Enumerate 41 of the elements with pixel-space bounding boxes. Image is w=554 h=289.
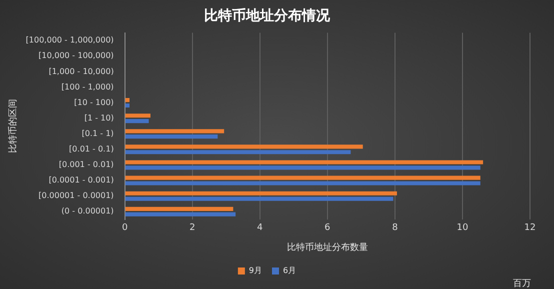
- bar: [125, 150, 351, 154]
- x-tick-label: 2: [189, 223, 196, 234]
- y-tick-label: [0.0001 - 0.001): [48, 176, 114, 185]
- y-tick-label: [10 - 100): [74, 98, 114, 107]
- y-tick-label: [100 - 1,000): [61, 82, 114, 92]
- y-tick-label: [0.01 - 0.1): [69, 144, 114, 154]
- legend-label: 9月: [248, 266, 262, 276]
- bar: [125, 144, 363, 149]
- bar: [125, 160, 484, 164]
- bar: [125, 98, 130, 102]
- y-tick-label: [0.001 - 0.01): [58, 160, 114, 170]
- y-tick-label: [100,000 - 1,000,000): [26, 36, 114, 45]
- x-tick-label: 4: [257, 223, 264, 234]
- y-tick-label: (0 - 0.00001): [61, 206, 114, 216]
- x-tick-label: 12: [524, 223, 536, 234]
- bar: [125, 196, 394, 201]
- x-tick-label: 8: [392, 223, 398, 234]
- x-tick-label: 10: [456, 223, 468, 234]
- x-tick-label: 0: [122, 223, 128, 234]
- bar: [125, 134, 218, 139]
- bar: [125, 103, 130, 108]
- bar: [125, 212, 236, 216]
- y-tick-label: [10,000 - 100,000): [38, 51, 114, 60]
- bar: [125, 166, 480, 170]
- bar: [125, 191, 397, 196]
- legend-label: 6月: [283, 266, 296, 276]
- bar: [125, 176, 480, 180]
- x-tick-label: 6: [324, 223, 331, 234]
- bar: [125, 181, 480, 186]
- bar: [125, 119, 149, 124]
- y-tick-label: [0.1 - 1): [82, 128, 114, 138]
- bar: [125, 206, 234, 211]
- y-tick-label: [0.00001 - 0.0001): [38, 191, 114, 200]
- text: 百万: [513, 278, 531, 289]
- y-tick-label: [1 - 10): [84, 113, 114, 122]
- bar: [125, 114, 150, 118]
- chart-title: 比特币地址分布情况: [204, 7, 331, 24]
- bar: [125, 129, 224, 134]
- y-axis-title: 比特币的区间: [8, 99, 19, 154]
- x-axis-title: 比特币地址分布数量: [286, 242, 368, 253]
- y-tick-label: [1,000 - 10,000): [48, 66, 114, 76]
